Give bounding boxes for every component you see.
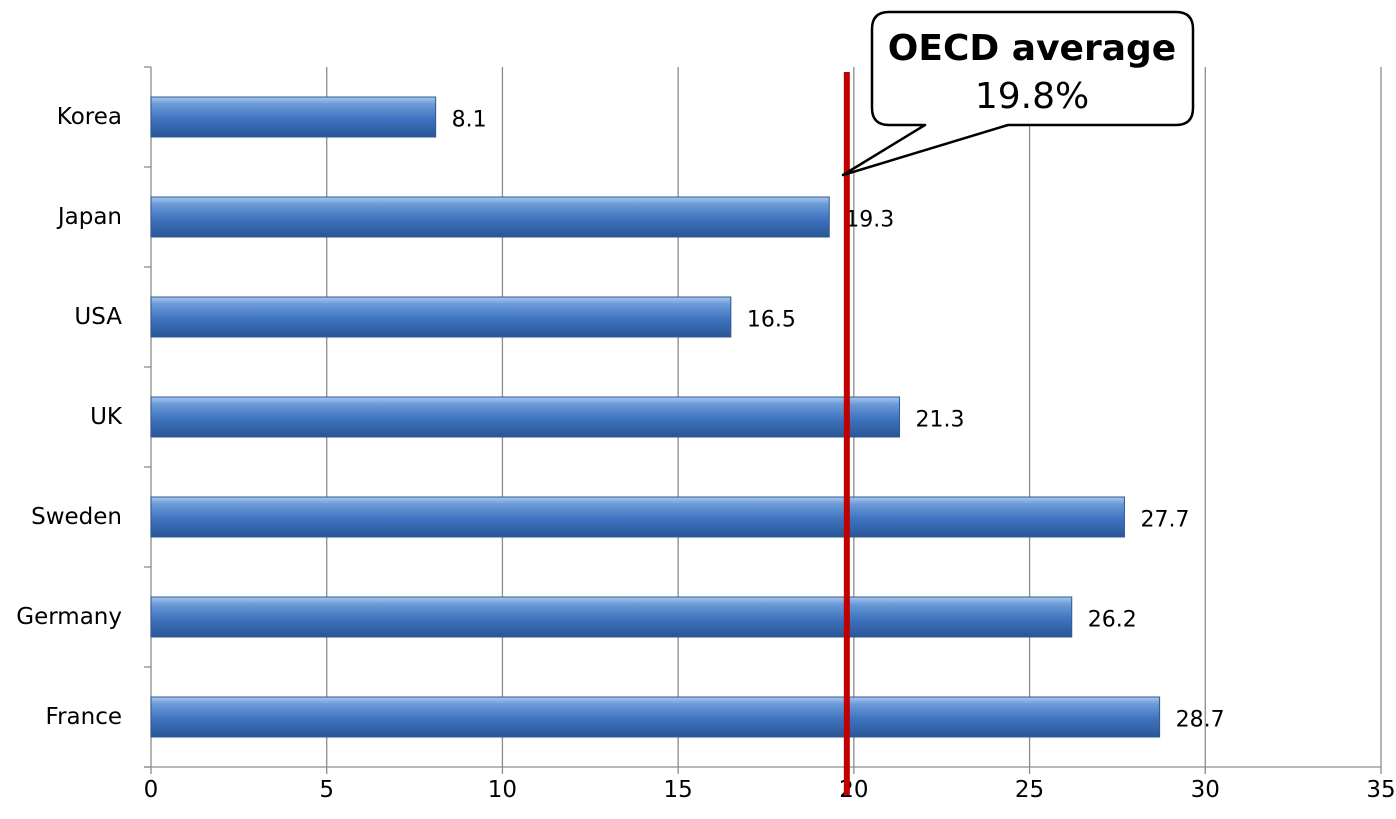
callout-title: OECD average <box>888 28 1176 69</box>
bar-usa <box>150 296 732 338</box>
category-label: Germany <box>16 604 122 630</box>
x-tick-label: 5 <box>319 777 334 803</box>
data-label: 28.7 <box>1176 708 1225 733</box>
category-label: Sweden <box>31 504 122 530</box>
x-tick-label: 0 <box>144 777 159 803</box>
bar-germany <box>150 596 1073 638</box>
bar-france <box>150 696 1161 738</box>
data-label: 21.3 <box>916 408 965 433</box>
bar-japan <box>150 196 830 238</box>
category-label: USA <box>74 304 122 330</box>
data-label: 16.5 <box>747 308 796 333</box>
x-tick-label: 25 <box>1015 777 1044 803</box>
data-label: 27.7 <box>1140 508 1189 533</box>
labels: 0 5 10 15 20 25 30 35 Korea 8.1 Japan 19.3 USA 16.5 UK… <box>16 104 1395 803</box>
callout-box <box>841 10 1195 177</box>
category-label: UK <box>90 404 123 430</box>
callout: OECD average 19.8% <box>841 10 1195 177</box>
bar-sweden <box>150 496 1125 538</box>
callout-value: 19.8% <box>975 76 1089 117</box>
data-label: 26.2 <box>1088 608 1137 633</box>
x-tick-label: 15 <box>664 777 693 803</box>
x-tick-label: 20 <box>839 777 868 803</box>
bars <box>150 96 1161 738</box>
category-label: France <box>46 704 122 730</box>
data-label: 19.3 <box>845 208 894 233</box>
data-label: 8.1 <box>452 108 487 133</box>
bar-uk <box>150 396 901 438</box>
x-tick-label: 35 <box>1366 777 1395 803</box>
bar-korea <box>150 96 437 138</box>
x-tick-label: 30 <box>1191 777 1220 803</box>
x-tick-label: 10 <box>488 777 517 803</box>
category-label: Korea <box>57 104 122 130</box>
category-label: Japan <box>56 204 122 230</box>
